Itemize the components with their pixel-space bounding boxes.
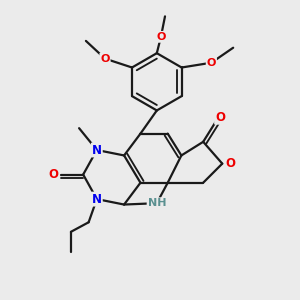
Text: O: O [207,58,216,68]
Text: NH: NH [148,198,166,208]
Text: N: N [92,143,102,157]
Text: O: O [49,168,59,181]
Text: O: O [215,111,225,124]
Text: N: N [92,193,102,206]
Text: O: O [156,32,166,42]
Text: O: O [100,54,110,64]
Text: O: O [225,157,235,170]
